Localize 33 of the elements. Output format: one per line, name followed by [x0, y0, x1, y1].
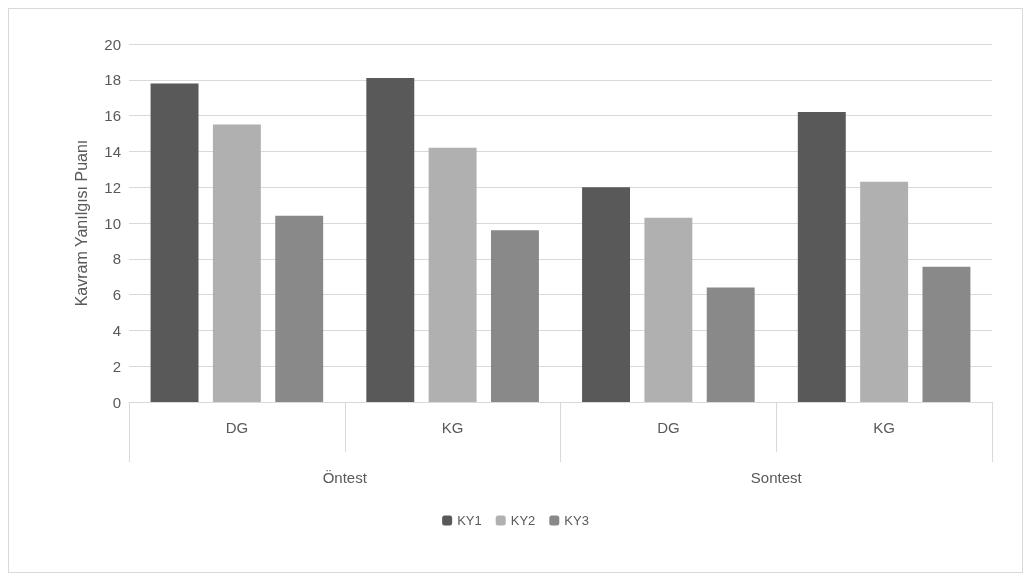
y-tick-label: 10 [104, 214, 121, 232]
y-tick-label: 16 [104, 107, 121, 125]
y-tick-label: 18 [104, 71, 121, 89]
bar [275, 215, 324, 402]
y-tick-label: 12 [104, 178, 121, 196]
legend-label: KY1 [457, 513, 482, 528]
y-tick-label: 0 [112, 393, 121, 411]
x-tick-label: KG [873, 419, 895, 436]
bar [922, 266, 971, 402]
bar [797, 112, 846, 402]
text: Öntest [322, 469, 368, 486]
bar [644, 217, 693, 402]
legend-label: KY3 [564, 513, 589, 528]
x-tick-label: DG [657, 419, 680, 436]
legend-label: KY2 [510, 513, 536, 528]
bar [212, 124, 261, 402]
bar [490, 230, 539, 402]
bar [366, 78, 415, 402]
y-tick-label: 6 [112, 286, 121, 304]
y-tick-label: 2 [112, 357, 121, 375]
bar [428, 147, 477, 402]
bar [582, 187, 631, 402]
y-tick-label: 8 [112, 250, 121, 268]
bar [860, 181, 909, 402]
y-axis-title: Kavram Yanılgısı Puanı [72, 139, 90, 307]
y-tick-label: 20 [104, 35, 121, 53]
bar [150, 83, 199, 402]
y-tick-label: 14 [104, 142, 121, 160]
x-tick-label: KG [441, 419, 464, 436]
bar [706, 287, 755, 402]
text: Sontest [750, 469, 803, 486]
y-tick-label: 4 [112, 321, 121, 339]
x-tick-label: DG [225, 419, 249, 436]
